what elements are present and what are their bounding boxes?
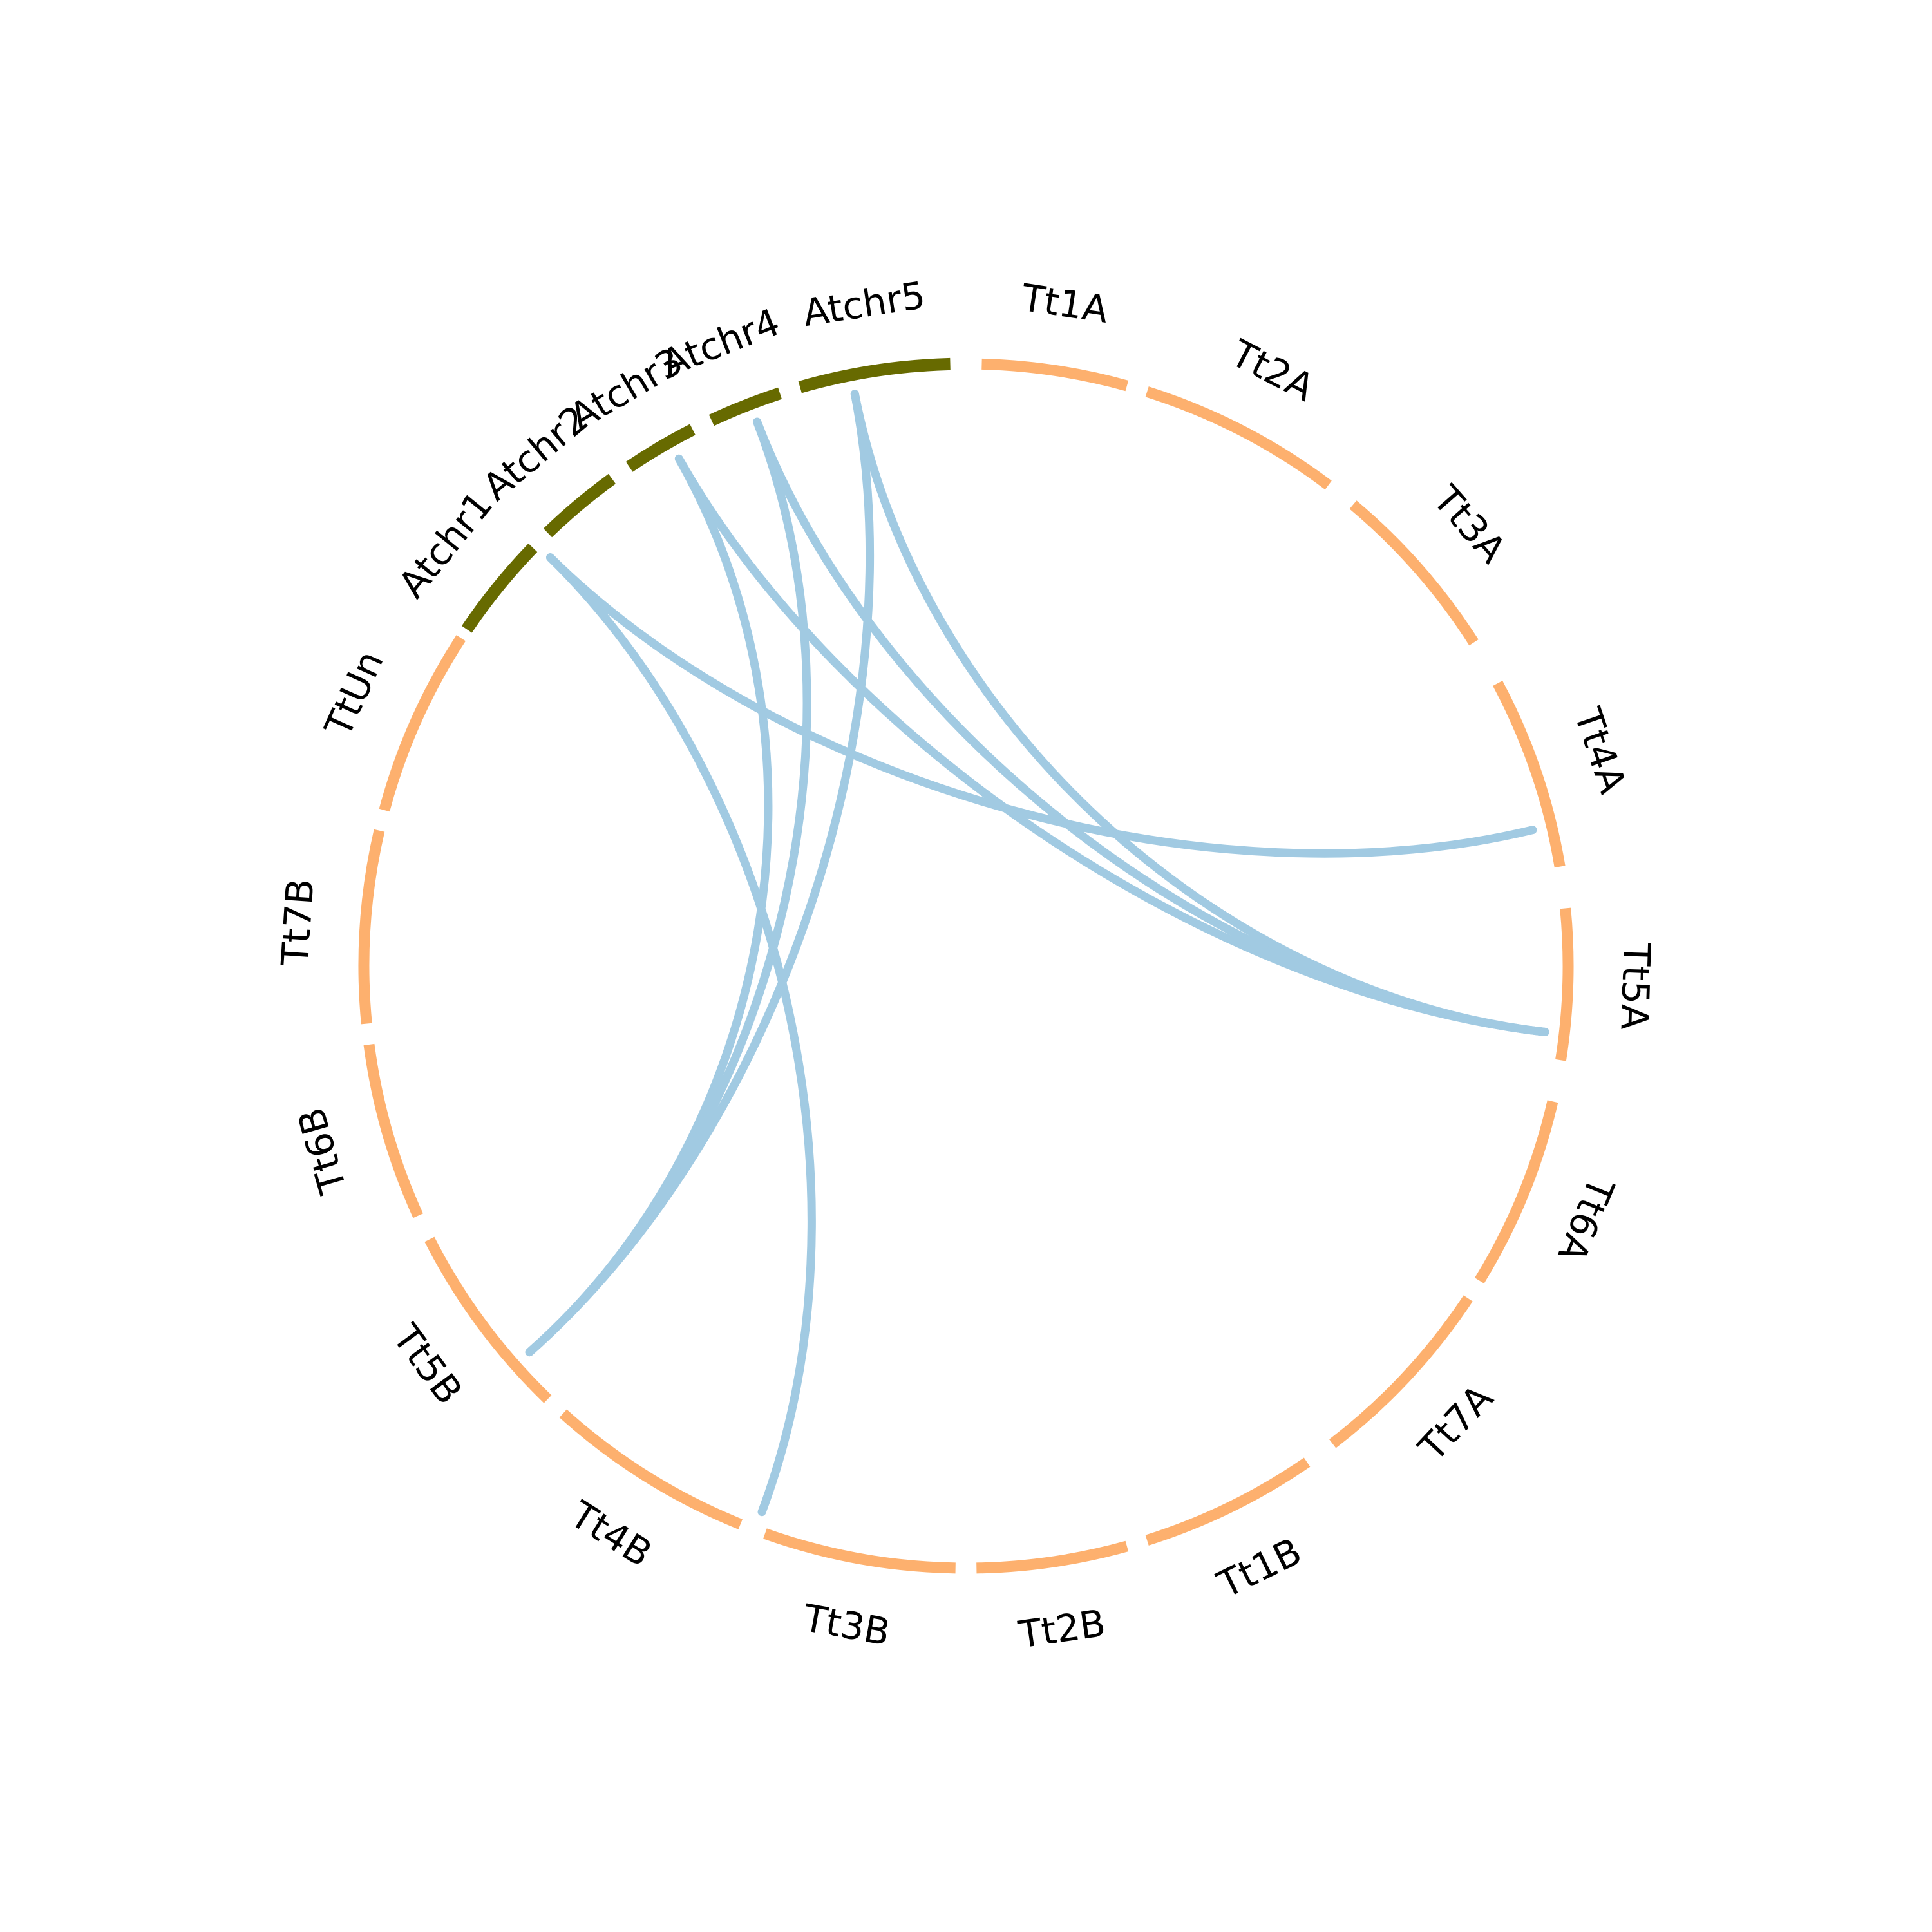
link-atchr5-tt5a [850, 390, 1549, 1036]
segment-label-tt4b: Tt4B [562, 1492, 659, 1576]
segment-tt2a [1145, 386, 1332, 490]
segment-label-tt6b: Tt6B [289, 1103, 355, 1198]
segment-ttun [379, 635, 466, 812]
segment-label-tt7a: Tt7A [1410, 1376, 1502, 1470]
segment-label-tt6a: Tt6A [1549, 1171, 1622, 1269]
labels-layer: Tt1A Tt2A Tt3A Tt4A Tt5A Tt6A Tt7A Tt1B Tt2B Tt3B… [273, 273, 1659, 1657]
segment-atchr5 [798, 357, 951, 393]
segment-tt6b [363, 1043, 423, 1218]
segment-label-tt5b: Tt5B [384, 1316, 471, 1412]
segment-label-tt3b: Tt3B [800, 1596, 894, 1654]
segment-label-atchr1: Atchr1 [390, 483, 501, 606]
segment-label-atchr4: Atchr4 [656, 300, 786, 386]
segment-label-tt4a: Tt4A [1566, 702, 1635, 799]
link-atchr1-tt4b [546, 553, 816, 1517]
link-atchr4-tt5a [753, 417, 1549, 1036]
segment-tt5a [1555, 907, 1574, 1061]
segment-label-ttun: TtUn [316, 644, 392, 743]
links-layer [525, 390, 1549, 1517]
segment-tt7a [1329, 1295, 1473, 1448]
segment-atchr2 [543, 473, 616, 538]
segment-label-atchr5: Atchr5 [800, 273, 928, 335]
segment-label-tt7b: Tt7B [273, 877, 323, 967]
segment-tt7b [358, 829, 385, 1025]
segment-tt6a [1474, 1100, 1558, 1283]
segment-tt3b [763, 1528, 956, 1574]
segment-label-tt5a: Tt5A [1612, 942, 1658, 1030]
segment-tt4b [559, 1409, 743, 1530]
segment-label-tt3a: Tt3A [1424, 477, 1515, 571]
link-atchr5-tt5b [525, 390, 874, 1357]
segment-tt5b [424, 1236, 552, 1403]
segment-tt4a [1493, 681, 1566, 868]
segment-atchr1 [461, 543, 538, 633]
segments-layer [358, 357, 1574, 1574]
segment-label-tt1b: Tt1B [1210, 1530, 1308, 1607]
segment-atchr3 [625, 424, 696, 472]
segment-tt3a [1349, 500, 1479, 646]
segment-label-tt2b: Tt2B [1016, 1601, 1108, 1657]
segment-tt2b [976, 1540, 1129, 1574]
link-atchr1-tt4a [546, 553, 1537, 858]
segment-label-tt2a: Tt2A [1224, 331, 1321, 410]
segment-label-tt1a: Tt1A [1018, 276, 1112, 332]
segment-atchr4 [708, 387, 782, 426]
segment-tt1a [981, 358, 1129, 392]
segment-tt1b [1145, 1457, 1311, 1546]
